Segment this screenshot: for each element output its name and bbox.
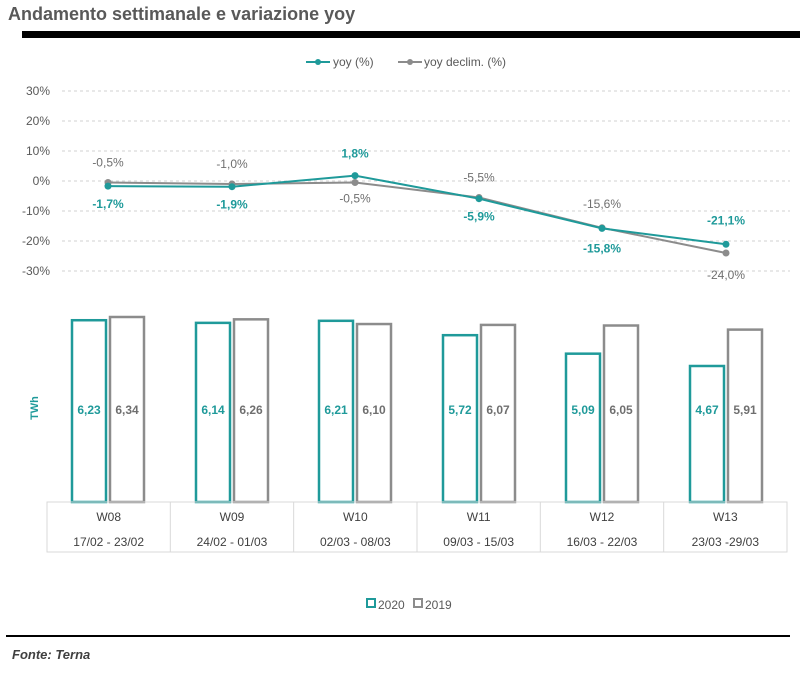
category-label: W09 (220, 510, 245, 524)
bar (602, 324, 640, 504)
bar-value-label: 5,09 (571, 403, 595, 417)
data-point (104, 182, 112, 190)
data-point (598, 224, 606, 232)
category-label: W08 (96, 510, 121, 524)
bar-value-label: 6,23 (77, 403, 101, 417)
data-label: -0,5% (92, 156, 124, 170)
bar-value-label: 4,67 (695, 403, 719, 417)
legend-label: 2019 (425, 598, 452, 612)
data-point (351, 179, 359, 186)
data-label: -1,0% (216, 157, 248, 171)
y-tick-label: -10% (22, 204, 50, 218)
data-label: -15,6% (583, 197, 621, 211)
series-line (107, 181, 727, 254)
y-tick-label: -20% (22, 234, 50, 248)
y-tick-label: 10% (26, 144, 50, 158)
category-date-range: 23/03 -29/03 (692, 535, 760, 549)
bar-value-label: 6,34 (115, 403, 139, 417)
title-divider (22, 31, 800, 38)
y-tick-label: -30% (22, 264, 50, 278)
y-axis-label: TWh (29, 396, 41, 420)
bar-value-label: 6,21 (324, 403, 348, 417)
data-point (722, 240, 730, 248)
category-label: W10 (343, 510, 368, 524)
category-date-range: 16/03 - 22/03 (567, 535, 638, 549)
data-label: -0,5% (339, 192, 371, 206)
line-chart-legend: yoy (%) yoy declim. (%) (306, 55, 506, 69)
category-date-range: 17/02 - 23/02 (73, 535, 144, 549)
legend-box-marker (413, 598, 423, 608)
source-note: Fonte: Terna (12, 647, 91, 662)
bar-chart-x-axis: W08 17/02 - 23/02 W09 24/02 - 01/03 W10 02/03… (46, 501, 788, 553)
bar-value-label: 6,26 (239, 403, 263, 417)
data-label: -5,5% (463, 171, 495, 185)
bar-value-label: 6,14 (201, 403, 225, 417)
data-label: -1,9% (216, 198, 248, 212)
category-label: W11 (467, 510, 491, 524)
data-label: -5,9% (463, 210, 495, 224)
data-label: -1,7% (92, 197, 124, 211)
data-point (475, 195, 483, 203)
category-label: W13 (713, 510, 738, 524)
bar (355, 322, 393, 504)
y-tick-label: 30% (26, 84, 50, 98)
y-tick-label: 20% (26, 114, 50, 128)
legend-dot-marker (315, 59, 321, 65)
y-tick-label: 0% (33, 174, 51, 188)
bar-value-label: 5,72 (448, 403, 472, 417)
category-date-range: 02/03 - 08/03 (320, 535, 391, 549)
bar (441, 333, 479, 504)
data-point (722, 249, 730, 257)
bar (726, 328, 764, 504)
bar-value-label: 6,07 (486, 403, 510, 417)
category-date-range: 09/03 - 15/03 (443, 535, 514, 549)
data-label: -15,8% (583, 241, 621, 255)
bar (688, 364, 726, 504)
data-point (228, 183, 236, 191)
line-chart-y-axis: 30% 20% 10% 0% -10% -20% -30% (22, 84, 50, 278)
bar-chart-legend: 2020 2019 (366, 598, 452, 612)
legend-dot-marker (407, 59, 413, 65)
bar (564, 352, 602, 504)
bar-value-label: 6,10 (362, 403, 386, 417)
chart-area: 30% 20% 10% 0% -10% -20% -30% yoy (%) yoy decli… (22, 55, 790, 612)
legend-box-marker (366, 598, 376, 608)
bar-chart-series: TWh 6,23 6,14 6,21 5,72 5,09 4,67 6,34 6,26 6,10 6… (29, 315, 764, 504)
source-divider (6, 635, 790, 637)
bar-value-label: 6,05 (609, 403, 633, 417)
page-title: Andamento settimanale e variazione yoy (8, 4, 356, 24)
data-label: -21,1% (707, 213, 745, 227)
bar (70, 318, 108, 504)
data-point (351, 172, 359, 180)
legend-label: 2020 (378, 598, 405, 612)
bar (317, 319, 355, 504)
legend-label: yoy (%) (333, 55, 374, 69)
series-line (107, 174, 727, 246)
data-label: 1,8% (341, 147, 369, 161)
line-chart-gridlines (62, 90, 790, 272)
category-date-range: 24/02 - 01/03 (197, 535, 268, 549)
bar-value-label: 5,91 (733, 403, 757, 417)
legend-label: yoy declim. (%) (424, 55, 506, 69)
category-label: W12 (590, 510, 615, 524)
line-chart-series: -1,7% -1,9% 1,8% -5,9% -15,8% -21,1% -0,5% -1,0… (92, 147, 745, 282)
data-label: -24,0% (707, 268, 745, 282)
